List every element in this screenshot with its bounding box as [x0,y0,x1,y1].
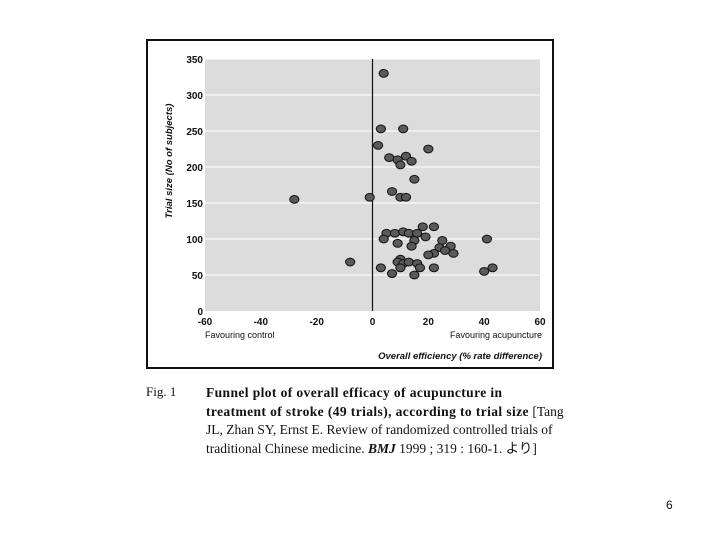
data-point [364,192,375,202]
data-point [409,270,420,280]
x-axis-label: Overall efficiency (% rate difference) [378,351,542,362]
caption-figure-label: Fig. 1 [146,384,177,399]
data-point [420,232,431,242]
data-point [406,156,417,166]
data-point [428,263,440,273]
y-tick-label: 150 [186,199,203,210]
y-tick-label: 300 [186,91,203,102]
data-point [437,236,448,245]
data-point [395,263,406,273]
y-tick-label: 350 [186,55,203,66]
data-point [423,144,434,154]
y-tick-label: 200 [186,163,203,174]
page-number: 6 [666,498,673,512]
caption-journal: BMJ [367,440,396,456]
figure-frame: 0 50 100 150 200 250 300 350 -60 -40 -20 0 20 40 60 T… [146,39,554,369]
data-point [400,192,412,202]
data-point [389,228,400,238]
data-point [386,269,398,278]
data-point [378,234,389,244]
data-point [406,241,417,251]
data-point [428,222,440,232]
data-point [384,153,395,163]
y-tick-label: 100 [186,235,203,246]
funnel-plot: 0 50 100 150 200 250 300 350 -60 -40 -20 0 20 40 60 T… [164,55,546,362]
x-tick-label: -20 [309,317,324,328]
caption-body: Funnel plot of overall efficacy of acupu… [206,384,566,458]
data-point [479,267,490,276]
y-tick-label: 250 [186,127,203,138]
data-point [372,141,384,150]
y-axis-label: Trial size (No of subjects) [164,104,175,219]
data-point [423,250,434,260]
data-point [345,257,356,267]
x-note-favouring-acupuncture: Favouring acupuncture [450,330,542,340]
x-tick-label: 40 [479,317,491,328]
data-point [448,249,459,258]
caption-citation-part1: [Tang JL, Zhan SY, Ernst E. Review of ra… [206,403,564,456]
y-tick-label: 0 [197,307,203,318]
x-tick-label: 20 [423,317,435,328]
data-points [289,69,498,280]
data-point [378,69,389,78]
caption-suffix: より] [505,440,537,456]
data-point [289,195,300,204]
data-point [375,124,386,134]
data-point [403,257,414,267]
data-point [392,238,403,248]
caption-citation-part2: 1999 ; 319 : 160-1. [399,440,503,456]
y-tick-labels: 0 50 100 150 200 250 300 350 [186,55,203,318]
x-tick-label: -60 [198,317,213,328]
y-tick-label: 50 [192,271,204,282]
data-point [417,222,428,232]
x-tick-label: -40 [254,317,269,328]
x-note-favouring-control: Favouring control [205,330,275,340]
data-point [487,263,498,273]
data-point [386,187,398,196]
x-tick-label: 0 [370,317,376,328]
data-point [395,160,406,170]
x-tick-label: 60 [534,317,546,328]
x-tick-labels: -60 -40 -20 0 20 40 60 [198,317,546,328]
data-point [375,263,386,273]
data-point [412,228,423,238]
data-point [414,263,426,273]
data-point [409,174,420,184]
data-point [481,234,493,244]
data-point [439,246,451,255]
data-point [403,228,414,238]
caption-title: Funnel plot of overall efficacy of acupu… [206,385,529,419]
data-point [398,124,409,134]
